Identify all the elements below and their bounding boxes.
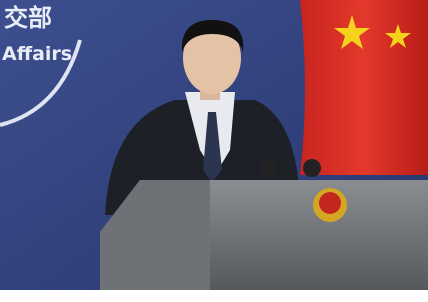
- backdrop-english-text: Affairs: [2, 43, 72, 65]
- microphone: [259, 159, 277, 177]
- microphone: [303, 159, 321, 177]
- national-emblem-center: [319, 192, 341, 214]
- flag: [300, 0, 428, 175]
- photo: 交部 Affairs: [0, 0, 428, 302]
- backdrop-chinese-text: 交部: [4, 4, 52, 32]
- caption-strip: [0, 290, 428, 302]
